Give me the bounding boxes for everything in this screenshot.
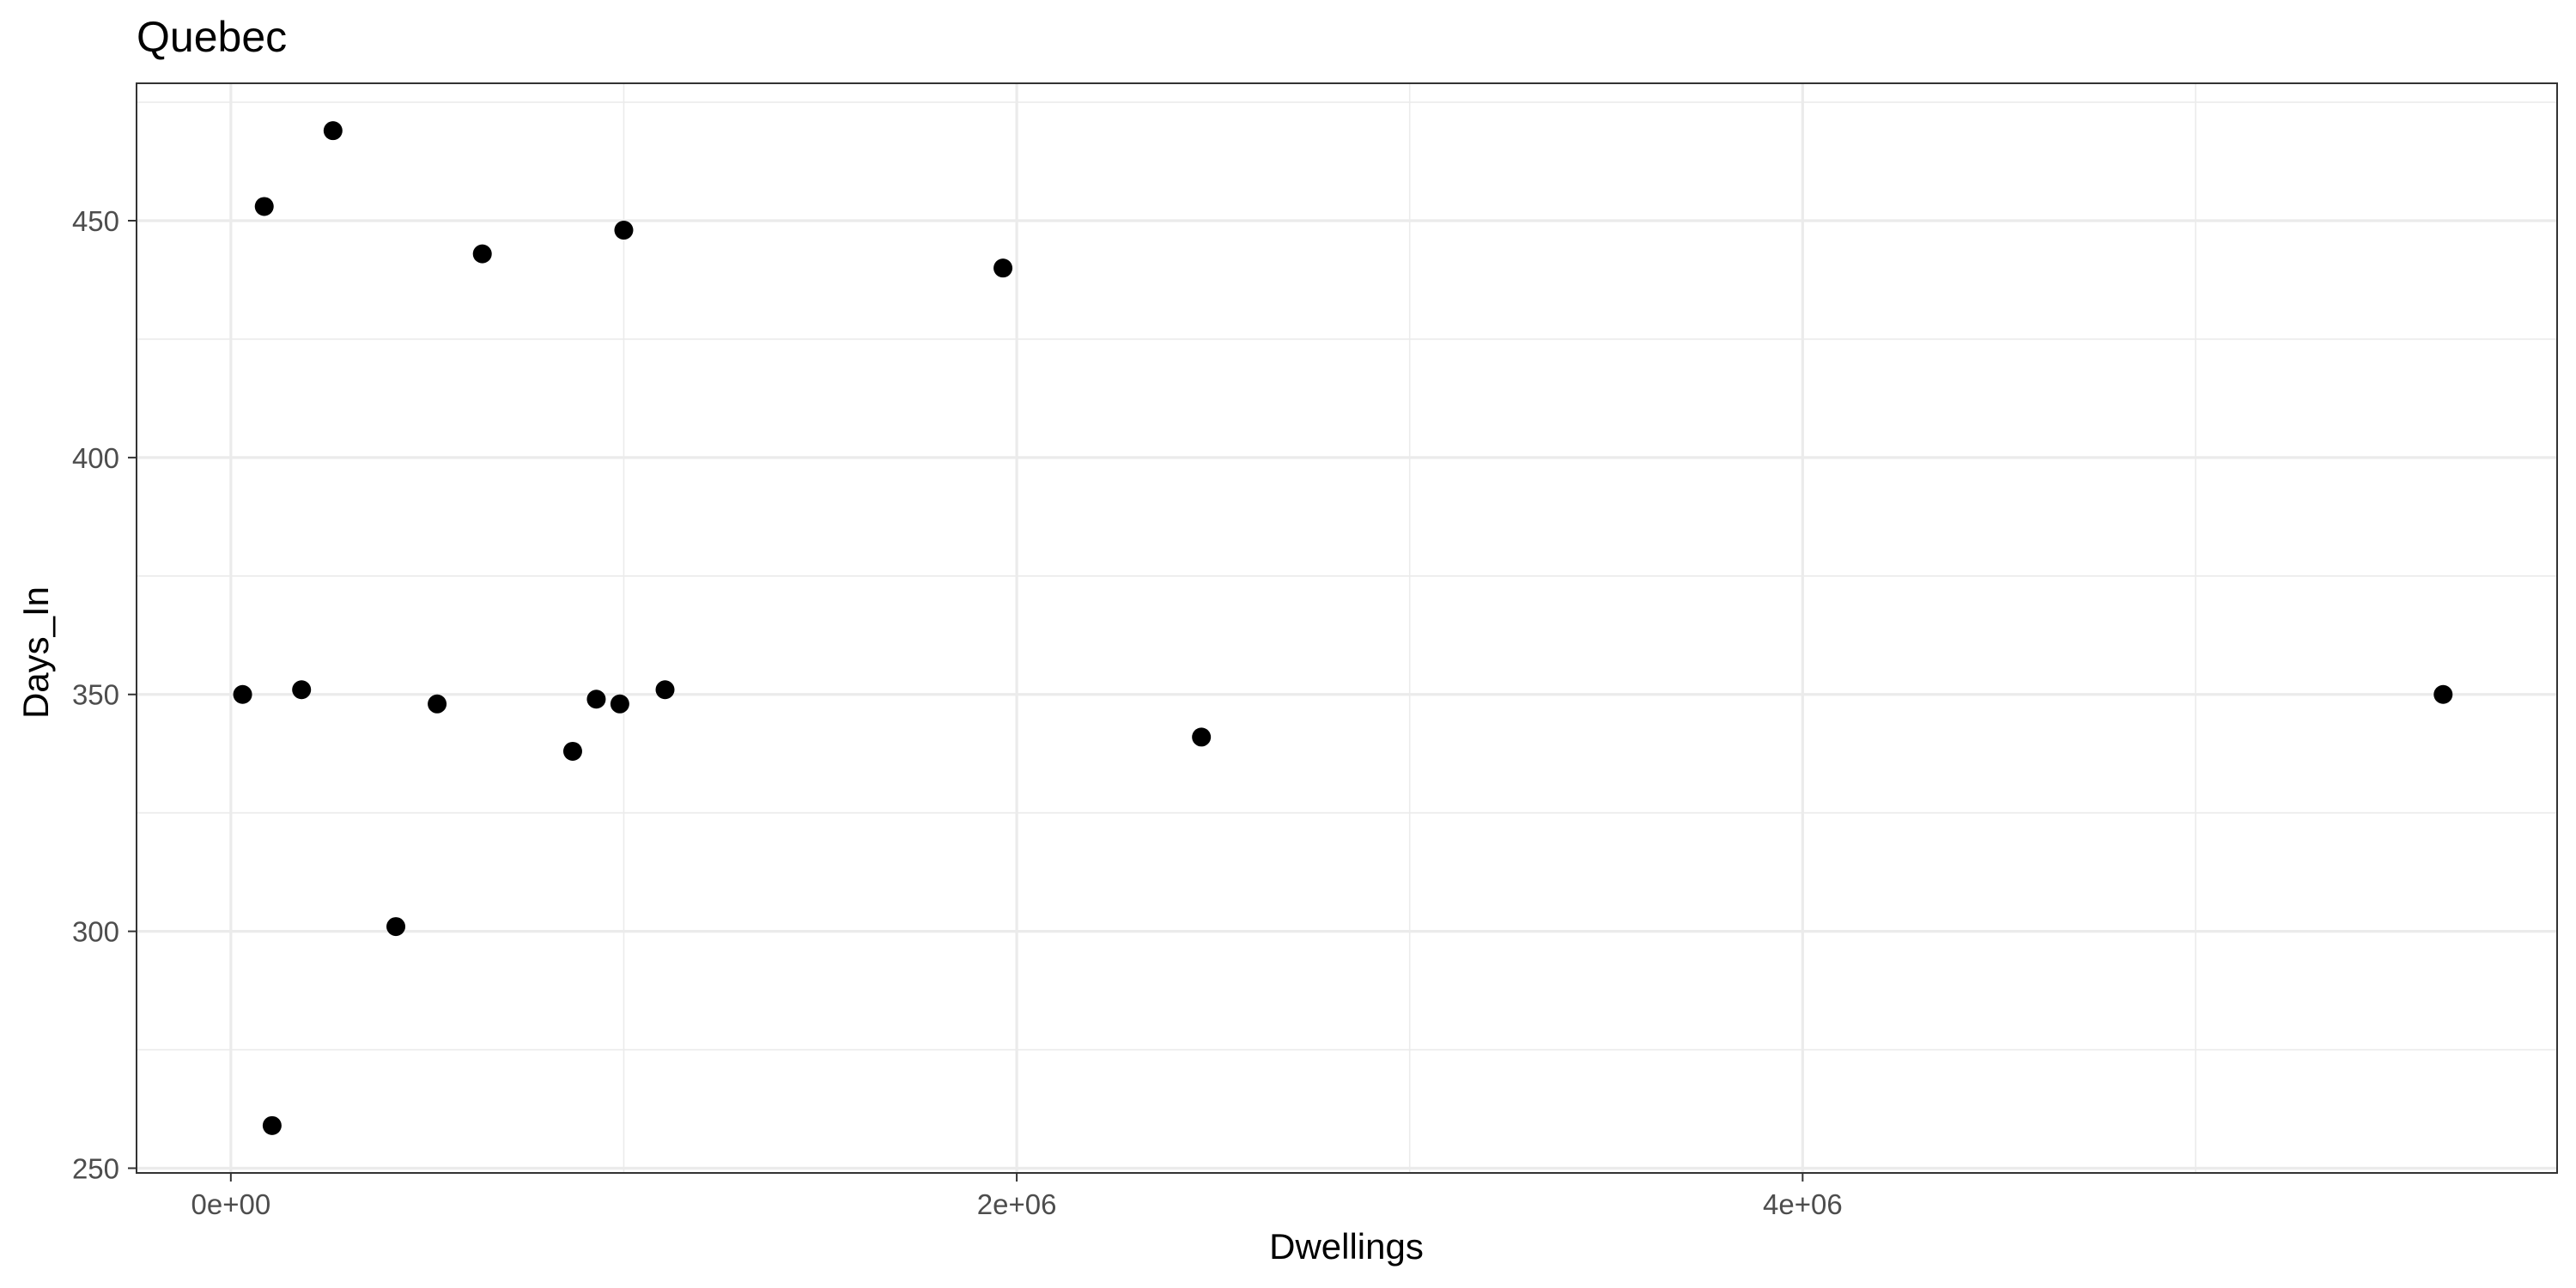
data-points — [233, 121, 2453, 1135]
y-axis-title: Days_In — [15, 586, 56, 719]
x-tick-label: 0e+00 — [191, 1188, 270, 1220]
data-point — [586, 690, 606, 709]
y-tick-label: 350 — [72, 679, 119, 711]
x-tick-label: 4e+06 — [1763, 1188, 1843, 1220]
panel-border — [136, 82, 2558, 1174]
data-point — [233, 684, 252, 704]
data-point — [386, 917, 406, 937]
x-axis-ticks: 0e+00 2e+06 4e+06 — [191, 1173, 1843, 1220]
data-point — [614, 221, 634, 240]
y-tick-label: 300 — [72, 916, 119, 948]
major-grid — [137, 83, 2557, 1173]
y-axis-ticks: 250 300 350 400 450 — [72, 205, 137, 1184]
y-tick-label: 400 — [72, 442, 119, 474]
data-point — [2433, 684, 2453, 704]
data-point — [262, 1115, 282, 1135]
data-point — [993, 258, 1013, 278]
data-point — [655, 680, 675, 700]
x-tick-label: 2e+06 — [977, 1188, 1057, 1220]
chart-title: Quebec — [137, 13, 287, 61]
data-point — [562, 741, 582, 761]
data-point — [323, 121, 343, 141]
y-tick-label: 250 — [72, 1152, 119, 1184]
minor-grid — [137, 83, 2557, 1173]
data-point — [1192, 727, 1212, 747]
x-axis-title: Dwellings — [1269, 1226, 1424, 1267]
y-tick-label: 450 — [72, 205, 119, 237]
data-point — [610, 694, 629, 714]
data-point — [428, 694, 447, 714]
data-point — [254, 197, 274, 216]
data-point — [292, 680, 312, 700]
data-point — [472, 244, 492, 264]
